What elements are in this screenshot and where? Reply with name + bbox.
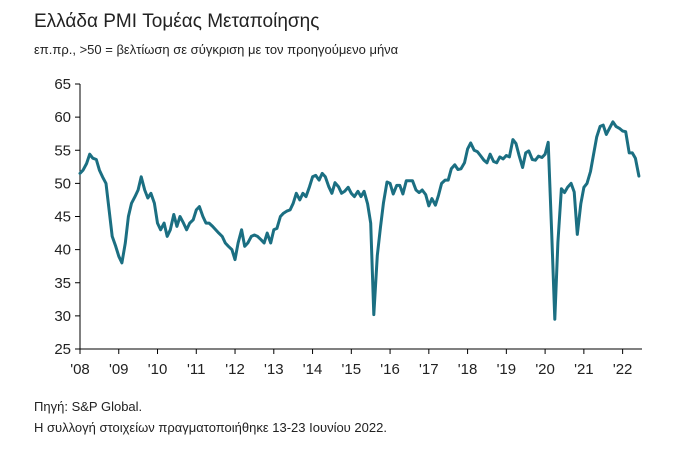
chart-subtitle: επ.πρ., >50 = βελτίωση σε σύγκριση με το… <box>34 42 399 57</box>
x-tick-label: '22 <box>613 361 633 378</box>
y-axis: 25 30 35 40 45 50 55 60 65 <box>54 76 81 358</box>
chart-title: Ελλάδα PMI Τομέας Μεταποίησης <box>34 11 320 32</box>
collection-note: Η συλλογή στοιχείων πραγματοποιήθηκε 13-… <box>34 420 387 435</box>
x-tick-label: '08 <box>70 361 90 378</box>
y-tick-label: 50 <box>54 175 71 192</box>
y-tick-label: 45 <box>54 209 71 226</box>
x-tick-label: '09 <box>109 361 129 378</box>
y-tick-label: 35 <box>54 275 71 292</box>
y-tick-label: 65 <box>54 76 71 93</box>
y-tick-label: 60 <box>54 109 71 126</box>
x-tick-label: '19 <box>497 361 517 378</box>
x-axis: '08 '09 '10 '11 '12 '13 '14 '15 '16 '17 '18 '19 '20 '… <box>70 348 642 378</box>
x-tick-label: '18 <box>458 361 478 378</box>
y-tick-label: 25 <box>54 341 71 358</box>
plot-area <box>78 120 641 321</box>
x-tick-label: '17 <box>419 361 439 378</box>
x-tick-label: '20 <box>535 361 555 378</box>
x-tick-label: '10 <box>148 361 168 378</box>
y-tick-label: 55 <box>54 142 71 159</box>
y-tick-label: 40 <box>54 242 71 259</box>
x-tick-label: '16 <box>380 361 400 378</box>
source-note: Πηγή: S&P Global. <box>34 399 143 414</box>
x-tick-label: '14 <box>303 361 323 378</box>
x-tick-label: '15 <box>342 361 362 378</box>
x-tick-label: '11 <box>187 361 205 378</box>
series-line <box>78 120 641 321</box>
x-tick-label: '21 <box>574 361 594 378</box>
x-tick-label: '13 <box>264 361 284 378</box>
x-tick-label: '12 <box>225 361 245 378</box>
y-tick-label: 30 <box>54 308 71 325</box>
